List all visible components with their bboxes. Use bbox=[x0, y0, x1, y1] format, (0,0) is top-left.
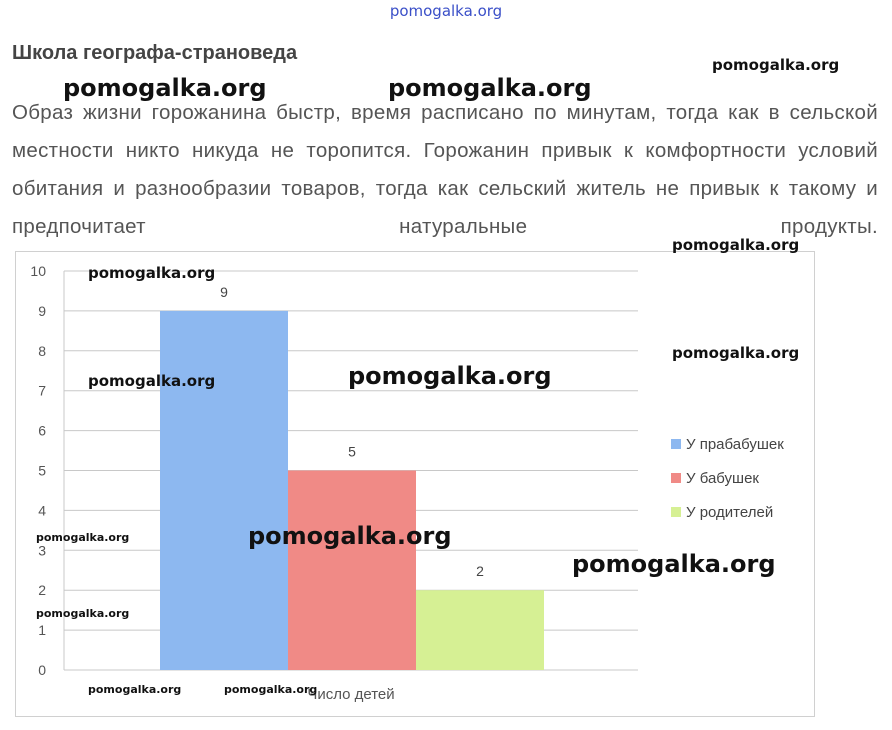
legend-swatch bbox=[671, 507, 681, 517]
site-header-watermark: pomogalka.org bbox=[389, 2, 503, 20]
watermark: pomogalka.org bbox=[248, 522, 452, 550]
y-tick-label: 8 bbox=[38, 343, 46, 359]
body-paragraph: Образ жизни горожанина быстр, время расп… bbox=[12, 101, 878, 238]
watermark: pomogalka.org bbox=[88, 372, 216, 390]
legend-swatch bbox=[671, 439, 681, 449]
y-tick-label: 2 bbox=[38, 582, 46, 598]
watermark: pomogalka.org bbox=[672, 236, 800, 254]
bar-2 bbox=[288, 470, 416, 670]
legend-label: У родителей bbox=[686, 504, 773, 521]
watermark: pomogalka.org bbox=[672, 344, 800, 362]
x-axis-label: Число детей bbox=[307, 686, 394, 703]
watermark: pomogalka.org bbox=[88, 264, 216, 282]
watermark: pomogalka.org bbox=[224, 683, 318, 696]
legend-label: У бабушек bbox=[686, 470, 759, 487]
page-heading: Школа географа-страноведа bbox=[12, 42, 298, 64]
data-label: 9 bbox=[220, 284, 228, 300]
watermark: pomogalka.org bbox=[348, 362, 552, 390]
data-label: 5 bbox=[348, 444, 356, 460]
watermark: pomogalka.org bbox=[36, 607, 130, 620]
y-tick-label: 4 bbox=[38, 502, 46, 518]
legend-swatch bbox=[671, 473, 681, 483]
bar-chart: 0 1 2 3 4 5 6 7 8 9 10 9 5 2 Число детей У прабабушек У … bbox=[30, 263, 784, 703]
y-tick-label: 6 bbox=[38, 423, 46, 439]
y-tick-label: 3 bbox=[38, 542, 46, 558]
bar-3 bbox=[416, 590, 544, 670]
watermark: pomogalka.org bbox=[712, 56, 840, 74]
data-label: 2 bbox=[476, 563, 484, 579]
watermark: pomogalka.org bbox=[63, 74, 267, 102]
chart-frame: 0 1 2 3 4 5 6 7 8 9 10 9 5 2 Число детей У прабабушек У … bbox=[15, 251, 815, 717]
y-tick-label: 5 bbox=[38, 463, 46, 479]
watermark: pomogalka.org bbox=[388, 74, 592, 102]
watermark: pomogalka.org bbox=[36, 531, 130, 544]
legend-label: У прабабушек bbox=[686, 436, 784, 453]
y-tick-label: 7 bbox=[38, 383, 46, 399]
bar-1 bbox=[160, 310, 288, 670]
y-tick-label: 0 bbox=[38, 662, 46, 678]
watermark: pomogalka.org bbox=[572, 550, 776, 578]
y-tick-label: 10 bbox=[30, 263, 46, 279]
y-tick-label: 1 bbox=[38, 622, 46, 638]
watermark: pomogalka.org bbox=[88, 683, 182, 696]
y-tick-label: 9 bbox=[38, 303, 46, 319]
